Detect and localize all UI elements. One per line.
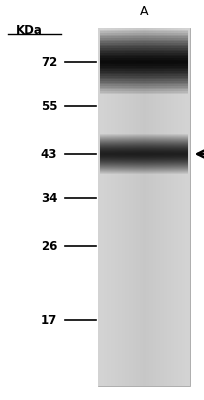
Bar <box>100 154 188 156</box>
Bar <box>100 143 188 144</box>
Bar <box>100 70 188 71</box>
Bar <box>100 163 188 164</box>
Text: A: A <box>140 5 148 18</box>
Bar <box>100 137 188 138</box>
Bar <box>100 167 188 168</box>
Bar <box>100 170 188 171</box>
Bar <box>100 142 188 143</box>
Bar <box>100 138 188 139</box>
Bar <box>100 136 188 137</box>
Bar <box>100 160 188 161</box>
Bar <box>100 74 188 76</box>
Bar <box>100 148 188 149</box>
Bar <box>100 78 188 79</box>
Bar <box>100 58 188 60</box>
Bar <box>100 32 188 33</box>
Bar <box>100 50 188 51</box>
Bar <box>100 169 188 170</box>
Bar <box>100 152 188 154</box>
Bar <box>100 174 188 176</box>
Bar <box>100 145 188 146</box>
Bar <box>100 165 188 166</box>
Bar <box>100 166 188 167</box>
Bar <box>100 88 188 89</box>
Bar <box>100 149 188 150</box>
Bar <box>100 30 188 32</box>
Bar <box>100 40 188 41</box>
Bar <box>100 35 188 36</box>
Bar <box>100 68 188 70</box>
Bar <box>100 83 188 84</box>
Text: 17: 17 <box>41 314 57 326</box>
Text: 26: 26 <box>41 240 57 252</box>
Bar <box>100 60 188 61</box>
Bar <box>100 171 188 172</box>
Bar <box>100 140 188 141</box>
Bar <box>100 63 188 64</box>
Bar <box>100 81 188 83</box>
Bar <box>100 141 188 142</box>
Bar <box>100 159 188 160</box>
Bar <box>100 73 188 74</box>
Bar <box>100 146 188 147</box>
Bar <box>100 46 188 48</box>
FancyBboxPatch shape <box>98 28 190 386</box>
Text: 72: 72 <box>41 56 57 68</box>
Bar <box>100 64 188 66</box>
Bar <box>100 134 188 136</box>
Bar <box>100 150 188 151</box>
Bar <box>100 66 188 68</box>
Bar <box>100 158 188 159</box>
Bar <box>100 139 188 140</box>
Bar <box>100 92 188 94</box>
Bar <box>100 157 188 158</box>
Bar <box>100 91 188 92</box>
Bar <box>100 38 188 40</box>
Bar <box>100 54 188 56</box>
Bar <box>100 71 188 73</box>
Bar <box>100 84 188 86</box>
Bar <box>100 168 188 169</box>
Bar <box>100 89 188 91</box>
Bar <box>100 156 188 157</box>
Bar <box>100 164 188 165</box>
Bar <box>100 147 188 148</box>
Bar <box>100 45 188 46</box>
Text: KDa: KDa <box>16 24 43 36</box>
Text: 34: 34 <box>41 192 57 204</box>
Text: 55: 55 <box>41 100 57 112</box>
Bar <box>100 56 188 58</box>
Bar <box>100 51 188 53</box>
Bar <box>100 43 188 45</box>
Text: 43: 43 <box>41 148 57 160</box>
Bar <box>100 61 188 63</box>
Bar <box>100 79 188 81</box>
Bar <box>100 151 188 152</box>
Bar <box>100 36 188 38</box>
Bar <box>100 53 188 54</box>
Bar <box>100 76 188 78</box>
Bar <box>100 41 188 43</box>
Bar <box>100 162 188 163</box>
Bar <box>100 94 188 96</box>
Bar <box>100 86 188 88</box>
Bar <box>100 161 188 162</box>
Bar <box>100 172 188 174</box>
Bar <box>100 144 188 145</box>
Bar <box>100 33 188 35</box>
Bar <box>100 48 188 50</box>
